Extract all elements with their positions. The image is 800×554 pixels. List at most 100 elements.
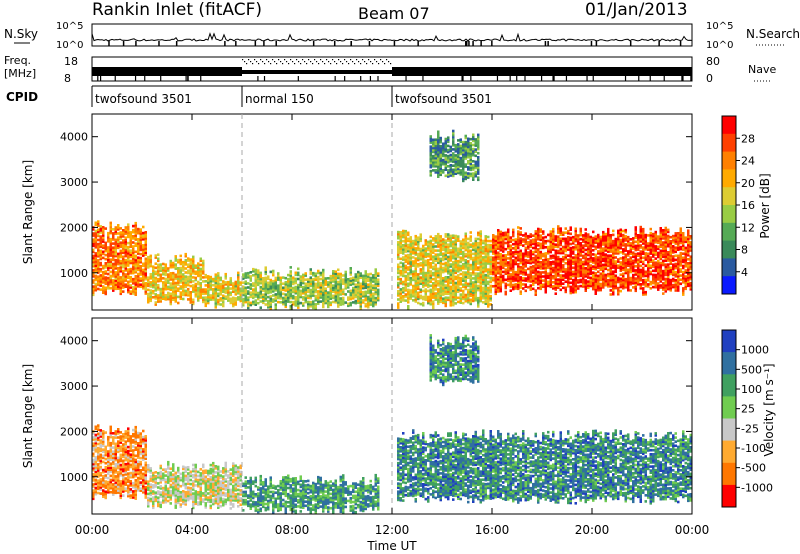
- data-cell: [174, 257, 177, 260]
- data-cell: [339, 303, 342, 306]
- data-cell: [462, 258, 465, 262]
- data-cell: [117, 242, 120, 245]
- data-cell: [319, 271, 322, 275]
- data-cell: [539, 238, 542, 242]
- data-cell: [157, 294, 160, 297]
- data-cell: [574, 272, 577, 276]
- data-cell: [204, 275, 207, 279]
- data-cell: [169, 286, 172, 289]
- data-cell: [417, 301, 420, 305]
- data-cell: [487, 260, 490, 263]
- data-cell: [614, 260, 617, 263]
- data-cell: [304, 298, 307, 302]
- data-cell: [97, 279, 100, 283]
- data-cell: [629, 264, 632, 268]
- data-cell: [507, 246, 510, 250]
- data-cell: [604, 255, 607, 258]
- data-cell: [407, 260, 410, 263]
- data-cell: [539, 234, 542, 237]
- data-cell: [619, 242, 622, 246]
- data-cell: [244, 274, 247, 277]
- data-cell: [127, 268, 130, 271]
- data-cell: [114, 246, 117, 250]
- data-cell: [459, 252, 462, 255]
- data-cell: [589, 270, 592, 274]
- data-cell: [612, 260, 615, 263]
- data-cell: [124, 252, 127, 256]
- data-cell: [594, 245, 597, 249]
- data-cell: [484, 294, 487, 297]
- data-cell: [682, 256, 685, 260]
- data-cell: [574, 243, 577, 247]
- data-cell: [542, 242, 545, 246]
- data-cell: [602, 237, 605, 240]
- data-cell: [452, 269, 455, 272]
- nave-dot: [354, 63, 356, 65]
- data-cell: [417, 281, 420, 284]
- data-cell: [417, 244, 420, 248]
- data-cell: [672, 285, 675, 289]
- data-cell: [669, 254, 672, 257]
- data-cell: [449, 248, 452, 252]
- data-cell: [649, 264, 652, 268]
- data-cell: [584, 281, 587, 284]
- data-cell: [494, 274, 497, 277]
- data-cell: [129, 259, 132, 263]
- data-cell: [459, 268, 462, 272]
- data-cell: [134, 228, 137, 231]
- data-cell: [572, 289, 575, 292]
- data-cell: [557, 251, 560, 255]
- data-cell: [512, 251, 515, 254]
- data-cell: [459, 242, 462, 245]
- data-cell: [684, 260, 687, 264]
- data-cell: [444, 288, 447, 291]
- data-cell: [92, 281, 95, 284]
- data-cell: [334, 276, 337, 280]
- data-cell: [407, 237, 410, 241]
- data-cell: [649, 244, 652, 247]
- data-cell: [407, 268, 410, 271]
- data-cell: [349, 271, 352, 274]
- data-cell: [359, 300, 362, 304]
- data-cell: [249, 295, 252, 299]
- data-cell: [407, 294, 410, 298]
- data-cell: [452, 262, 455, 266]
- data-cell: [504, 256, 507, 259]
- data-cell: [649, 282, 652, 286]
- data-cell: [474, 290, 477, 294]
- data-cell: [637, 283, 640, 286]
- data-cell: [104, 253, 107, 257]
- data-cell: [407, 288, 410, 292]
- data-cell: [272, 269, 275, 273]
- data-cell: [192, 276, 195, 279]
- data-cell: [609, 236, 612, 239]
- data-cell: [417, 248, 420, 252]
- data-cell: [684, 256, 687, 260]
- data-cell: [464, 240, 467, 244]
- data-cell: [664, 255, 667, 258]
- data-cell: [599, 288, 602, 292]
- data-cell: [482, 296, 485, 300]
- nave-dot: [368, 59, 370, 61]
- data-cell: [207, 279, 210, 282]
- data-cell: [594, 265, 597, 269]
- data-cell: [672, 236, 675, 240]
- data-cell: [154, 256, 157, 259]
- data-cell: [479, 295, 482, 299]
- data-cell: [642, 287, 645, 290]
- data-cell: [337, 276, 340, 280]
- data-cell: [639, 252, 642, 255]
- data-cell: [614, 243, 617, 247]
- data-cell: [527, 234, 530, 238]
- data-cell: [674, 254, 677, 258]
- data-cell: [499, 279, 502, 283]
- freq-band-2: [392, 67, 692, 76]
- data-cell: [419, 264, 422, 267]
- data-cell: [609, 272, 612, 276]
- data-cell: [397, 292, 400, 295]
- data-cell: [142, 270, 145, 274]
- data-cell: [577, 248, 580, 252]
- data-cell: [502, 262, 505, 265]
- data-cell: [562, 276, 565, 279]
- data-cell: [647, 274, 650, 278]
